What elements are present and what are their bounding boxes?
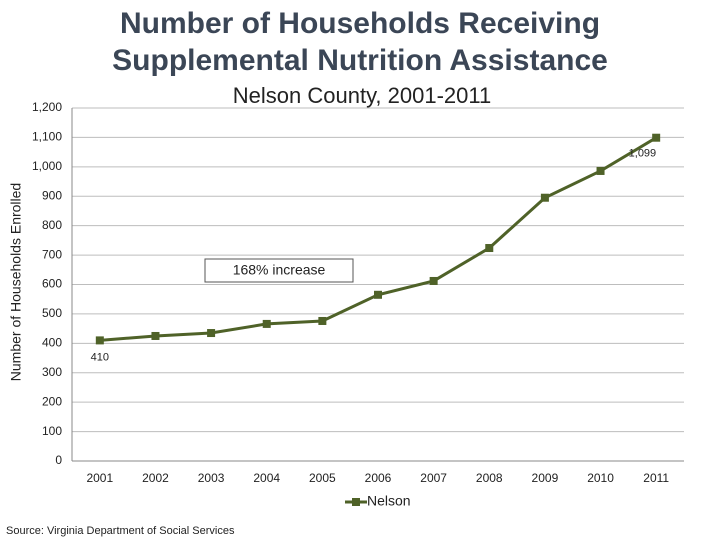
annotation: 168% increase [233, 262, 326, 278]
x-tick-label: 2004 [253, 471, 280, 485]
x-tick-label: 2007 [420, 471, 447, 485]
y-tick-label: 1,100 [32, 130, 62, 144]
point [151, 331, 160, 340]
chart-title: Supplemental Nutrition Assistance [112, 44, 608, 77]
y-tick-label: 1,200 [32, 100, 62, 114]
x-tick-label: 2011 [643, 471, 669, 485]
y-tick-label: 800 [42, 218, 62, 232]
y-tick-label: 600 [42, 277, 62, 291]
legend-label: Nelson [367, 493, 411, 509]
point [540, 193, 549, 202]
x-tick-label: 2001 [86, 471, 113, 485]
chart-title: Number of Households Receiving [120, 7, 600, 40]
point [374, 290, 382, 299]
x-tick-label: 2010 [587, 471, 614, 485]
y-tick-label: 700 [42, 247, 62, 261]
legend-marker [352, 498, 360, 506]
chart-subtitle: Nelson County, 2001-2011 [233, 83, 491, 108]
x-tick-label: 2009 [532, 471, 559, 485]
x-tick-label: 2005 [309, 471, 336, 485]
point [262, 319, 271, 328]
y-tick-label: 300 [42, 365, 62, 379]
point [596, 166, 605, 175]
y-tick-label: 1,000 [32, 159, 62, 173]
y-axis-label: Number of Households Enrolled [8, 183, 24, 381]
x-tick-label: 2003 [198, 471, 225, 485]
point [429, 276, 438, 285]
point [207, 329, 216, 338]
source: Source: Virginia Department of Social Se… [6, 525, 235, 537]
y-tick-label: 100 [42, 424, 62, 438]
point [485, 244, 494, 253]
x-tick-label: 2002 [142, 471, 169, 485]
y-tick-label: 500 [42, 306, 62, 320]
point [652, 133, 661, 142]
x-tick-label: 2006 [365, 471, 392, 485]
y-tick-label: 0 [55, 453, 62, 467]
y-tick-label: 200 [42, 394, 62, 408]
x-tick-label: 2008 [476, 471, 503, 485]
y-tick-label: 400 [42, 336, 62, 350]
point [318, 316, 327, 325]
point [95, 336, 104, 345]
data-label: 1,099 [629, 148, 657, 160]
annotation-box [204, 258, 354, 283]
data-label: 410 [91, 351, 109, 363]
series-line [99, 136, 657, 342]
y-tick-label: 900 [42, 188, 62, 202]
